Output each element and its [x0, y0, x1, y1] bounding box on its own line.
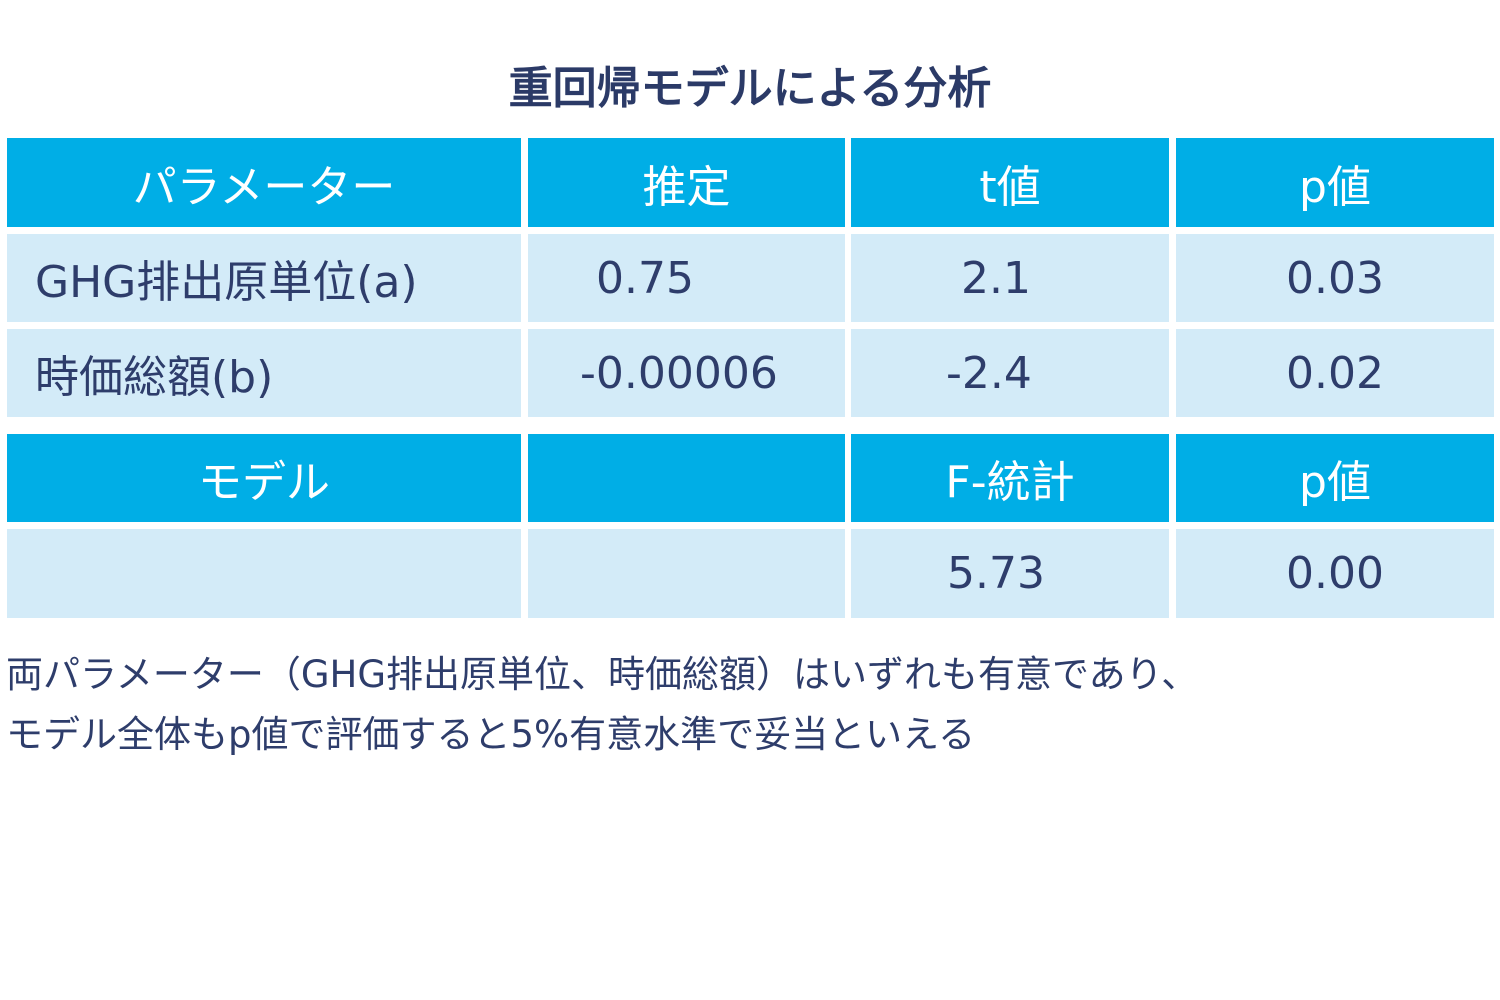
t-value: 2.1: [851, 234, 1169, 322]
header-f-statistic: F-統計: [851, 434, 1169, 522]
estimate-value: 0.75: [528, 234, 845, 322]
p-value: 0.02: [1176, 329, 1494, 417]
header-t-value: t値: [851, 138, 1169, 227]
row-label: GHG排出原単位(a): [7, 234, 521, 322]
header-p-value: p値: [1176, 434, 1494, 522]
note-line-2: モデル全体もp値で評価すると5%有意水準で妥当といえる: [6, 713, 976, 756]
estimate-value: -0.00006: [528, 329, 845, 417]
p-value: 0.03: [1176, 234, 1494, 322]
header-empty: [528, 434, 845, 522]
page-title: 重回帰モデルによる分析: [508, 63, 992, 114]
model-cell: [7, 529, 521, 618]
conclusion-note: 両パラメーター（GHG排出原単位、時価総額）はいずれも有意であり、 モデル全体も…: [6, 645, 1198, 765]
model-p-value: 0.00: [1176, 529, 1494, 618]
header-estimate: 推定: [528, 138, 845, 227]
header-p-value: p値: [1176, 138, 1494, 227]
model-cell: [528, 529, 845, 618]
header-model: モデル: [7, 434, 521, 522]
note-line-1: 両パラメーター（GHG排出原単位、時価総額）はいずれも有意であり、: [6, 653, 1199, 696]
row-label: 時価総額(b): [7, 329, 521, 417]
header-parameter: パラメーター: [7, 138, 521, 227]
t-value: -2.4: [851, 329, 1169, 417]
f-statistic-value: 5.73: [851, 529, 1169, 618]
